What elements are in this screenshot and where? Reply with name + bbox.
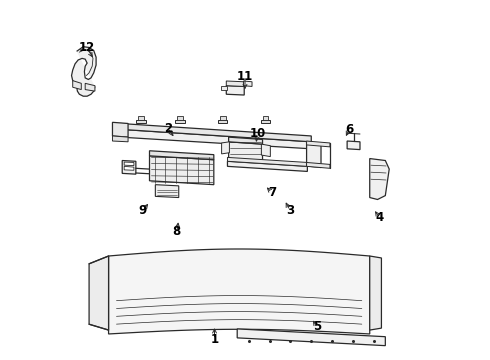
Polygon shape: [307, 162, 330, 168]
Polygon shape: [113, 136, 128, 142]
Text: 3: 3: [286, 204, 294, 217]
Text: 2: 2: [164, 122, 172, 135]
Polygon shape: [113, 122, 128, 137]
Polygon shape: [261, 144, 270, 157]
Polygon shape: [175, 120, 185, 123]
Polygon shape: [229, 142, 263, 161]
Polygon shape: [221, 86, 227, 90]
Polygon shape: [149, 156, 214, 185]
Polygon shape: [73, 81, 81, 90]
Polygon shape: [122, 161, 136, 174]
Polygon shape: [124, 166, 134, 170]
Text: 8: 8: [173, 225, 181, 238]
Polygon shape: [155, 185, 179, 198]
Text: 5: 5: [313, 320, 321, 333]
Polygon shape: [72, 47, 96, 96]
Polygon shape: [347, 141, 360, 150]
Text: 9: 9: [139, 204, 147, 217]
Polygon shape: [220, 116, 225, 120]
Polygon shape: [227, 161, 307, 171]
Polygon shape: [237, 329, 385, 346]
Text: 6: 6: [345, 123, 353, 136]
Polygon shape: [120, 123, 311, 142]
Polygon shape: [370, 158, 389, 199]
Polygon shape: [307, 143, 321, 167]
Polygon shape: [229, 137, 263, 144]
Polygon shape: [149, 151, 214, 160]
Polygon shape: [89, 256, 109, 330]
Polygon shape: [85, 83, 95, 91]
Polygon shape: [109, 249, 370, 334]
Polygon shape: [263, 116, 269, 120]
Polygon shape: [227, 157, 307, 166]
Text: 12: 12: [78, 41, 95, 54]
Polygon shape: [261, 120, 270, 123]
Polygon shape: [177, 116, 183, 120]
Polygon shape: [370, 256, 381, 330]
Polygon shape: [244, 81, 252, 86]
Text: 4: 4: [375, 211, 384, 224]
Polygon shape: [226, 81, 244, 86]
Polygon shape: [136, 120, 146, 123]
Text: 11: 11: [237, 69, 253, 82]
Polygon shape: [307, 141, 330, 147]
Polygon shape: [218, 120, 227, 123]
Polygon shape: [138, 116, 144, 120]
Polygon shape: [226, 86, 244, 95]
Polygon shape: [221, 142, 229, 154]
Text: 1: 1: [211, 333, 219, 346]
Polygon shape: [120, 129, 311, 149]
Polygon shape: [124, 162, 134, 166]
Text: 7: 7: [268, 186, 276, 199]
Text: 10: 10: [249, 127, 266, 140]
